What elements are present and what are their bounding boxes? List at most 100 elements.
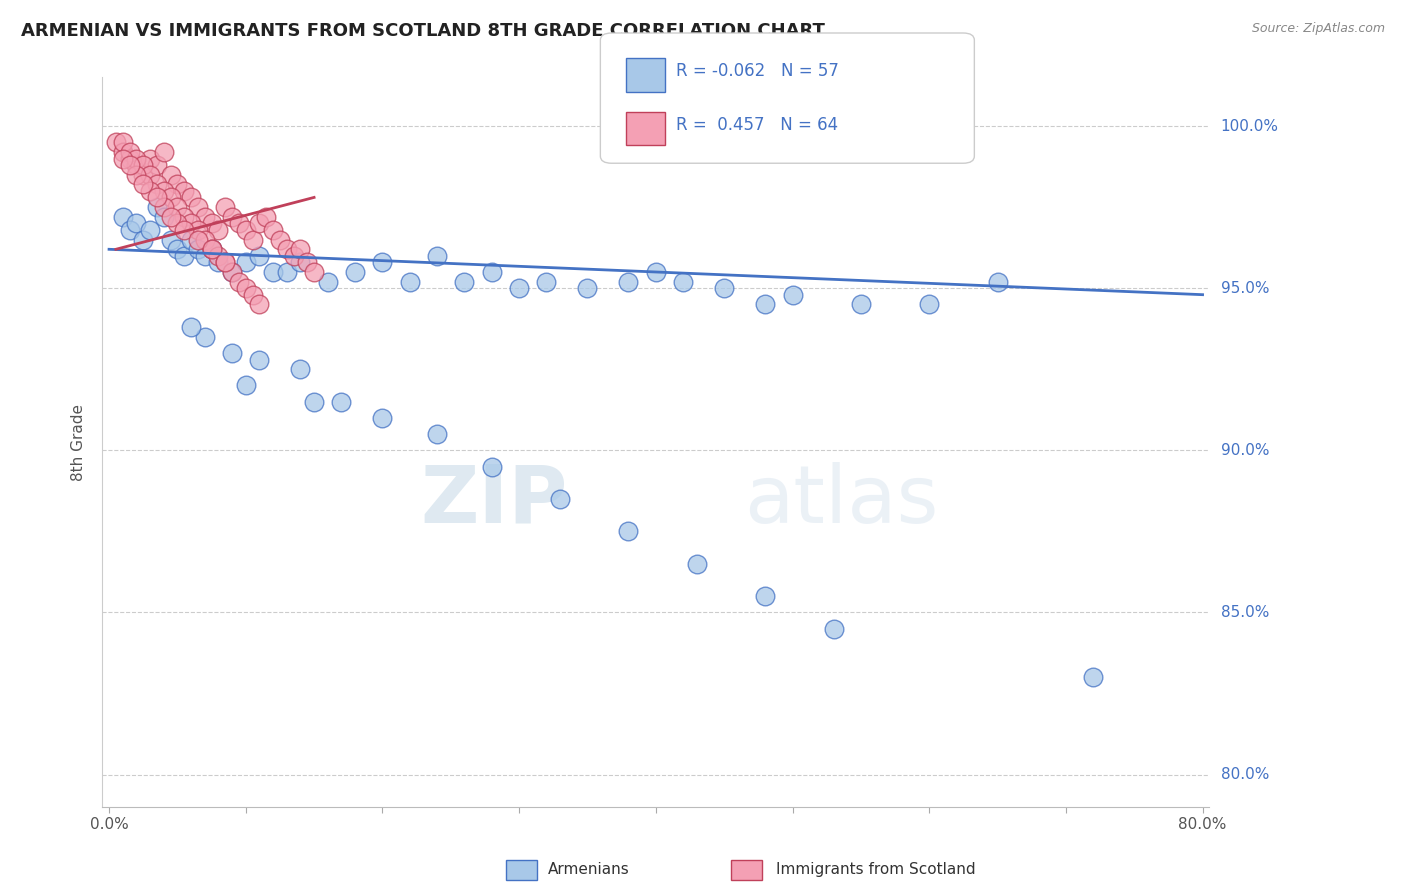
Point (173, 184, 195, 198)
Point (194, 233, 217, 247)
Text: ZIP: ZIP (420, 461, 567, 540)
Point (686, 557, 709, 571)
Point (782, 287, 804, 301)
Point (187, 233, 209, 247)
Point (159, 190, 181, 204)
Point (180, 233, 202, 247)
Point (187, 200, 209, 214)
Point (139, 184, 162, 198)
Point (125, 152, 148, 166)
Text: Armenians: Armenians (548, 863, 630, 877)
Point (576, 281, 599, 295)
Point (214, 200, 236, 214)
Point (330, 394, 353, 409)
Text: Source: ZipAtlas.com: Source: ZipAtlas.com (1251, 22, 1385, 36)
Point (235, 255, 257, 269)
Point (200, 216, 222, 230)
Text: 85.0%: 85.0% (1220, 605, 1268, 620)
Point (242, 233, 264, 247)
Point (276, 242, 298, 256)
Point (132, 168, 155, 182)
Text: 95.0%: 95.0% (1220, 281, 1270, 295)
Point (180, 190, 202, 204)
Point (316, 275, 339, 289)
Point (214, 255, 236, 269)
Point (194, 210, 217, 224)
Point (986, 275, 1008, 289)
Point (235, 223, 257, 237)
Point (290, 242, 312, 256)
Point (194, 330, 217, 344)
Point (173, 249, 195, 263)
Point (297, 255, 319, 269)
Point (481, 265, 503, 279)
Text: 80.0%: 80.0% (1220, 767, 1268, 782)
Point (146, 178, 169, 192)
Point (111, 210, 134, 224)
Point (166, 178, 188, 192)
Point (242, 287, 264, 301)
Point (200, 242, 222, 256)
Point (276, 265, 298, 279)
Point (481, 459, 503, 474)
Point (118, 223, 141, 237)
Point (262, 265, 284, 279)
Point (228, 216, 250, 230)
Point (617, 524, 640, 539)
Y-axis label: 8th Grade: 8th Grade (72, 404, 86, 481)
Point (398, 275, 420, 289)
Point (508, 281, 530, 295)
Point (247, 249, 270, 263)
Point (152, 145, 174, 159)
Point (152, 184, 174, 198)
Point (187, 223, 209, 237)
Point (146, 200, 169, 214)
Point (104, 136, 127, 150)
Point (118, 158, 141, 172)
Point (200, 242, 222, 256)
Point (125, 158, 148, 172)
Point (125, 216, 148, 230)
Point (111, 152, 134, 166)
Point (247, 297, 270, 311)
Text: atlas: atlas (744, 461, 939, 540)
Point (617, 275, 640, 289)
Text: ARMENIAN VS IMMIGRANTS FROM SCOTLAND 8TH GRADE CORRELATION CHART: ARMENIAN VS IMMIGRANTS FROM SCOTLAND 8TH… (21, 22, 825, 40)
Point (111, 136, 134, 150)
Point (247, 352, 270, 367)
Point (235, 281, 257, 295)
Point (426, 427, 449, 442)
Point (221, 265, 243, 279)
Point (644, 265, 666, 279)
Point (269, 233, 291, 247)
Point (283, 249, 305, 263)
Point (200, 242, 222, 256)
Point (221, 265, 243, 279)
Point (207, 223, 229, 237)
Point (754, 297, 776, 311)
Point (139, 152, 162, 166)
Point (173, 210, 195, 224)
Text: R = -0.062   N = 57: R = -0.062 N = 57 (676, 62, 839, 80)
Text: R =  0.457   N = 64: R = 0.457 N = 64 (676, 116, 838, 134)
Point (132, 233, 155, 247)
Point (453, 275, 475, 289)
Point (235, 378, 257, 392)
Point (247, 216, 270, 230)
Point (536, 275, 558, 289)
Point (118, 145, 141, 159)
Point (290, 362, 312, 376)
Point (146, 190, 169, 204)
Point (152, 200, 174, 214)
Point (302, 394, 325, 409)
Point (111, 145, 134, 159)
Point (918, 297, 941, 311)
Point (548, 491, 571, 506)
Point (173, 223, 195, 237)
Point (207, 249, 229, 263)
Text: 90.0%: 90.0% (1220, 442, 1270, 458)
Point (221, 346, 243, 360)
Point (754, 589, 776, 603)
Point (132, 158, 155, 172)
Point (371, 410, 394, 425)
